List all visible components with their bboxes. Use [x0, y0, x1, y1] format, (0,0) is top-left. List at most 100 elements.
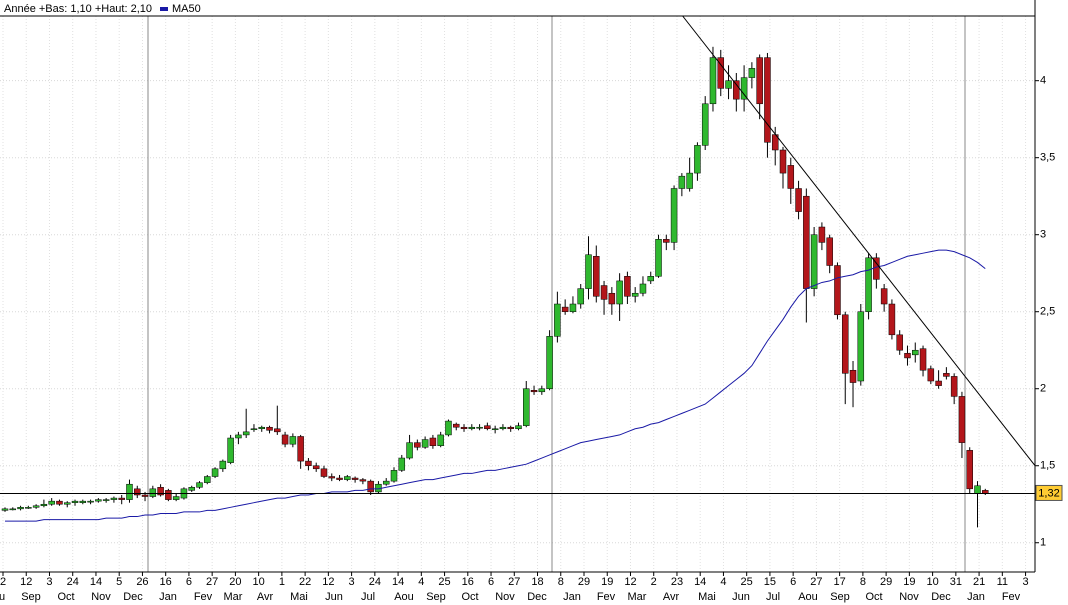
- x-month-label: Jan: [159, 591, 177, 603]
- candle-body: [336, 477, 343, 480]
- candle-body: [569, 303, 577, 312]
- candle-body: [157, 487, 164, 496]
- candle-body: [919, 348, 927, 371]
- candle-body: [445, 420, 452, 436]
- candle-body: [227, 437, 234, 463]
- candle-body: [382, 480, 390, 485]
- candle-body: [32, 505, 40, 508]
- candle-body: [546, 336, 553, 389]
- last-price-box: [1035, 484, 1063, 501]
- x-tick-label: 19: [601, 576, 613, 588]
- candle-body: [71, 500, 79, 503]
- x-month-label: Dec: [123, 591, 143, 603]
- x-month-label: Mai: [698, 591, 716, 603]
- x-month-label: Fev: [194, 591, 213, 603]
- x-tick-label: 8: [558, 576, 564, 588]
- x-month-label: Sep: [426, 591, 446, 603]
- x-month-label: Fev: [1002, 591, 1021, 603]
- candle-body: [118, 497, 125, 500]
- y-tick-label: 2: [1040, 383, 1046, 395]
- legend-swatch: [160, 7, 168, 11]
- candle-body: [219, 460, 227, 470]
- candle-body: [110, 497, 118, 500]
- candle-body: [639, 283, 647, 294]
- x-month-label: Nov: [899, 591, 919, 603]
- x-month-label: Oct: [57, 591, 74, 603]
- candle-body: [258, 426, 265, 430]
- x-tick-label: 19: [903, 576, 915, 588]
- candle-body: [289, 436, 297, 445]
- candle-body: [538, 388, 546, 393]
- x-tick-label: 23: [671, 576, 683, 588]
- x-month-label: Fev: [597, 591, 616, 603]
- candle-body: [398, 457, 406, 471]
- x-month-label: Jul: [766, 591, 780, 603]
- x-month-label: Avr: [257, 591, 274, 603]
- candle-body: [25, 507, 32, 509]
- x-month-label: Mar: [224, 591, 243, 603]
- x-month-label: Sep: [830, 591, 850, 603]
- trend-line: [682, 15, 1036, 467]
- candle-body: [297, 436, 304, 462]
- candle-body: [779, 149, 787, 174]
- candle-body: [196, 482, 203, 488]
- x-tick-label: 1: [279, 576, 285, 588]
- candle-body: [63, 502, 71, 505]
- candle-body: [865, 257, 872, 312]
- x-tick-label: 27: [508, 576, 520, 588]
- candle-body: [17, 507, 24, 510]
- x-month-label: Oct: [865, 591, 882, 603]
- candle-body: [507, 426, 514, 430]
- candle-body: [818, 226, 826, 243]
- candle-body: [204, 476, 211, 483]
- candle-body: [795, 188, 802, 212]
- candle-body: [834, 265, 841, 316]
- x-tick-label: 29: [578, 576, 590, 588]
- candle-body: [40, 503, 48, 507]
- candle-body: [460, 426, 468, 430]
- candle-body: [896, 334, 903, 351]
- candle-body: [904, 353, 911, 359]
- x-tick-label: 18: [531, 576, 543, 588]
- x-tick-label: 14: [90, 576, 102, 588]
- candle-body: [966, 450, 973, 490]
- x-tick-label: 27: [206, 576, 218, 588]
- candle-body: [958, 396, 966, 443]
- x-tick-label: 4: [720, 576, 726, 588]
- candle-body: [764, 57, 771, 143]
- x-tick-label: 14: [694, 576, 706, 588]
- candle-body: [803, 195, 810, 289]
- candle-body: [787, 165, 795, 189]
- candle-body: [274, 428, 281, 433]
- candle-body: [468, 426, 476, 430]
- candle-body: [211, 468, 219, 477]
- candle-body: [437, 434, 444, 446]
- candle-body: [499, 426, 507, 430]
- candle-body: [141, 494, 149, 497]
- x-month-label: Mai: [290, 591, 308, 603]
- x-tick-label: 3: [46, 576, 52, 588]
- candle-body: [421, 439, 429, 448]
- x-tick-label: 24: [67, 576, 79, 588]
- x-month-label: Aou: [394, 591, 414, 603]
- x-tick-label: 6: [488, 576, 494, 588]
- candle-body: [593, 256, 600, 297]
- candle-body: [631, 292, 639, 297]
- x-tick-label: 22: [299, 576, 311, 588]
- candle-body: [717, 57, 725, 89]
- candle-body: [748, 68, 756, 78]
- x-tick-label: 10: [253, 576, 265, 588]
- candle-body: [406, 442, 413, 459]
- candle-body: [880, 288, 888, 305]
- x-tick-label: 11: [997, 576, 1008, 588]
- candle-body: [849, 369, 857, 383]
- x-tick-label: 21: [973, 576, 985, 588]
- candle-body: [670, 188, 678, 243]
- candle-body: [686, 172, 693, 189]
- candle-body: [452, 423, 460, 428]
- x-month-label: Mar: [628, 591, 647, 603]
- candle-body: [95, 499, 102, 502]
- x-month-label: Jun: [325, 591, 343, 603]
- candle-body: [9, 508, 17, 511]
